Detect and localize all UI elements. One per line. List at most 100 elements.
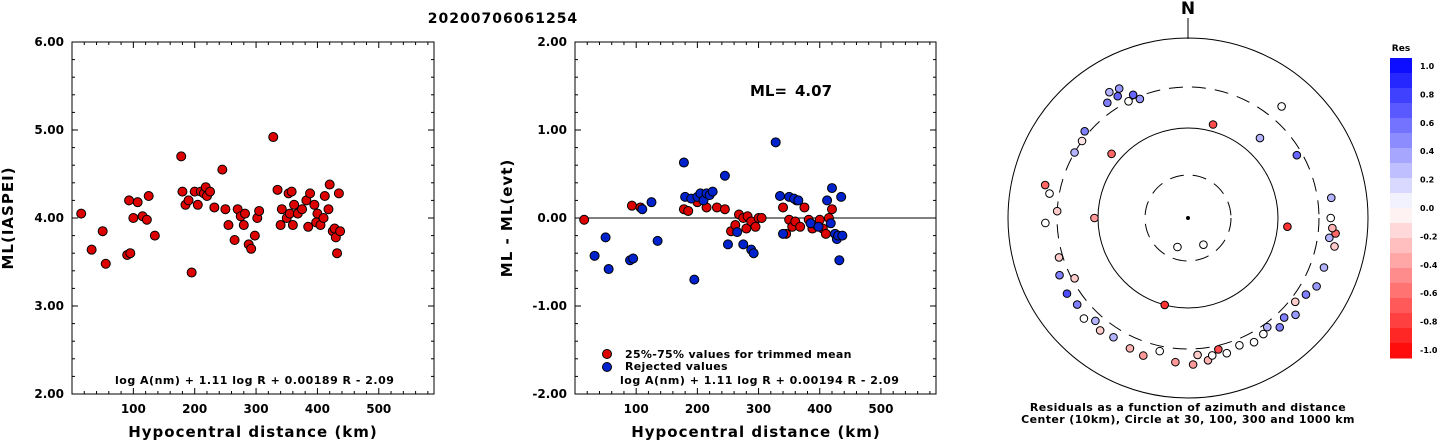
station-marker (1124, 96, 1133, 106)
station-marker (1103, 98, 1112, 108)
y-ticks: -2.00 -1.00 0.00 1.00 2.00 (532, 35, 936, 401)
data-point (275, 220, 286, 231)
station-marker (1090, 213, 1099, 223)
data-point (289, 199, 300, 210)
data-point (646, 197, 657, 208)
data-point (303, 221, 314, 232)
x-tick-label: 100 (121, 402, 146, 416)
station-marker (1113, 91, 1122, 101)
colorbar-tick-label: -0.4 (1420, 261, 1437, 270)
stations (1040, 84, 1340, 369)
colorbar-tick-label: 0.8 (1420, 90, 1435, 99)
station-marker (1207, 351, 1217, 360)
colorbar-tick-label: -0.8 (1420, 318, 1437, 327)
station-marker (1328, 223, 1337, 233)
station-marker (1107, 149, 1116, 159)
circle-1000km (1007, 37, 1369, 399)
data-point (589, 250, 600, 261)
page-title: 20200706061254 (428, 11, 578, 27)
station-marker (1301, 290, 1311, 299)
station-marker (1052, 206, 1062, 216)
data-point (795, 221, 806, 232)
y-tick-label: 4.00 (34, 211, 64, 225)
data-point (238, 220, 249, 231)
caption-line-1: Residuals as a function of azimuth and d… (1030, 401, 1346, 414)
data-point (711, 202, 722, 213)
colorbar-swatch (1390, 163, 1412, 179)
y-axis-title: ML(IASPEI) (0, 166, 17, 269)
x-tick-label: 500 (366, 402, 391, 416)
station-marker (1292, 150, 1302, 160)
center-dot (1186, 216, 1190, 220)
data-point (707, 186, 718, 197)
station-marker (1077, 136, 1087, 146)
station-marker (1235, 340, 1244, 350)
colorbar-swatch (1390, 343, 1412, 359)
x-tick-label: 200 (182, 402, 207, 416)
caption-line-2: Center (10km), Circle at 30, 100, 300 an… (1021, 413, 1355, 426)
data-point (183, 195, 194, 206)
station-marker (1079, 314, 1089, 323)
colorbar-swatch (1390, 103, 1412, 119)
data-point (220, 204, 231, 215)
legend-marker-accepted (602, 349, 612, 359)
legend-label-accepted: 25%-75% values for trimmed mean (625, 348, 852, 361)
station-marker (1326, 193, 1336, 203)
data-point (738, 239, 749, 250)
colorbar-ticks: 1.0 0.8 0.6 0.4 0.2 0.0 -0.2 -0.4 -0.6 -0.8 -1.0 (1420, 62, 1437, 355)
station-marker (1095, 326, 1105, 335)
data-point (770, 137, 781, 148)
station-marker (1171, 357, 1180, 367)
data-point (286, 186, 297, 197)
station-marker (1125, 344, 1135, 353)
x-tick-label: 300 (746, 402, 771, 416)
data-point (332, 248, 343, 259)
station-marker (1054, 253, 1064, 262)
station-marker (1214, 345, 1223, 354)
station-marker (1045, 189, 1054, 198)
station-marker (1070, 273, 1079, 283)
colorbar: Res 1.0 0.8 0.6 0.4 0.2 0.0 -0.2 -0.4 -0.6 -0.8 -1… (1390, 44, 1437, 359)
data-point (652, 235, 663, 246)
data-point (683, 205, 694, 216)
data-point (324, 179, 335, 190)
data-point (287, 220, 298, 231)
north-label: N (1181, 0, 1195, 19)
colorbar-tick-label: 0.4 (1420, 147, 1435, 156)
colorbar-tick-label: -0.6 (1420, 289, 1437, 298)
data-point (125, 248, 136, 259)
ml-label: ML= (750, 82, 787, 100)
data-point (323, 204, 334, 215)
y-tick-label: 6.00 (34, 35, 64, 49)
colorbar-tick-label: 1.0 (1420, 62, 1435, 71)
y-tick-label: 2.00 (537, 35, 567, 49)
x-tick-label: 100 (624, 402, 649, 416)
x-tick-label: 400 (807, 402, 832, 416)
data-point (149, 230, 160, 241)
data-point (825, 218, 836, 229)
colorbar-swatch (1390, 268, 1412, 284)
colorbar-swatch (1390, 313, 1412, 329)
station-marker (1330, 242, 1339, 251)
y-tick-label: 2.00 (34, 387, 64, 401)
station-marker (1160, 300, 1170, 310)
station-marker (1138, 351, 1148, 360)
data-point (205, 186, 216, 197)
data-point (176, 151, 187, 162)
data-point (600, 232, 611, 243)
data-point (309, 199, 320, 210)
station-marker (1155, 346, 1165, 356)
station-marker (1040, 180, 1050, 190)
data-point (820, 228, 831, 239)
y-tick-label: -1.00 (532, 299, 567, 313)
ml-value: 4.07 (795, 82, 832, 100)
station-marker (1105, 87, 1114, 97)
data-point (748, 248, 759, 259)
data-point (141, 214, 152, 225)
colorbar-swatch (1390, 328, 1412, 344)
station-marker (1109, 332, 1118, 342)
station-marker (1114, 84, 1124, 93)
data-point (637, 204, 648, 215)
data-point (628, 253, 639, 264)
data-point (249, 230, 260, 241)
